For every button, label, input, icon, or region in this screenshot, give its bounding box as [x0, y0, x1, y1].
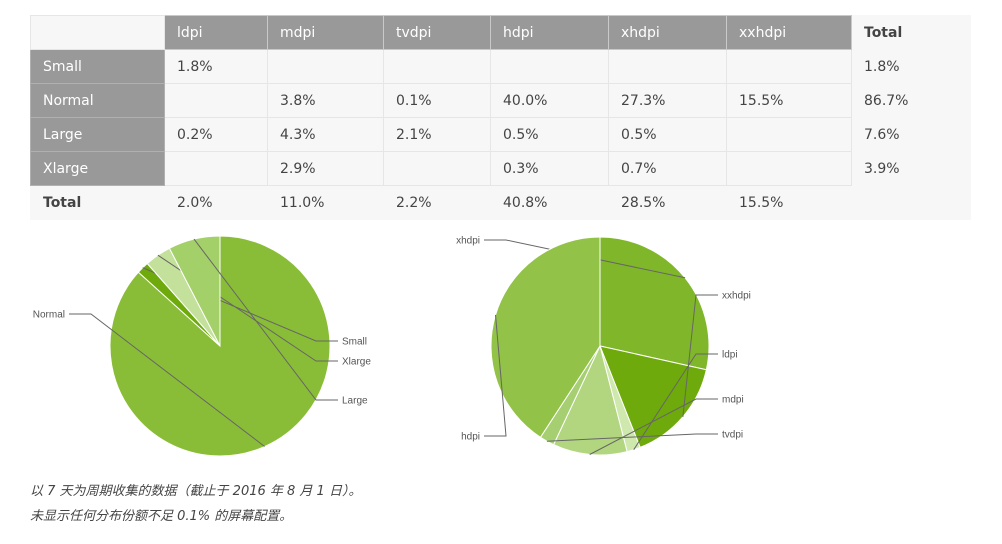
pie-label-xhdpi: xhdpi: [456, 236, 480, 247]
leader-line-mdpi: [589, 398, 718, 455]
table-cell: 15.5%: [726, 83, 852, 118]
total-column-header: Total: [851, 15, 971, 50]
column-header: ldpi: [164, 15, 268, 50]
footer-cell: [851, 185, 971, 220]
table-cell: 0.1%: [383, 83, 491, 118]
pie-label-ldpi: ldpi: [722, 350, 738, 361]
table-row: Xlarge 2.9% 0.3% 0.7% 3.9%: [30, 151, 971, 186]
table-cell: 27.3%: [608, 83, 727, 118]
leader-line-ldpi: [633, 353, 718, 450]
row-header: Normal: [30, 83, 165, 118]
table-cell: [164, 151, 268, 186]
footer-cell: 2.2%: [383, 185, 491, 220]
column-header: xhdpi: [608, 15, 727, 50]
table-cell: 1.8%: [164, 49, 268, 84]
pie-label-mdpi: mdpi: [722, 395, 744, 406]
footer-cell: 40.8%: [490, 185, 609, 220]
pie-label-large: Large: [342, 396, 368, 407]
table-row: Small 1.8% 1.8%: [30, 49, 971, 84]
leader-line-xxhdpi: [682, 294, 718, 417]
footer-cell: 28.5%: [608, 185, 727, 220]
row-header: Small: [30, 49, 165, 84]
omitted-configs-caption: 未显示任何分布份额不足 0.1% 的屏幕配置。: [30, 509, 293, 524]
footer-cell: 2.0%: [164, 185, 268, 220]
column-header: tvdpi: [383, 15, 491, 50]
table-cell: [383, 151, 491, 186]
footer-cell: 11.0%: [267, 185, 384, 220]
row-total-cell: 1.8%: [851, 49, 971, 84]
pie-label-small: Small: [342, 337, 367, 348]
table-cell: 3.8%: [267, 83, 384, 118]
data-collection-caption: 以 7 天为周期收集的数据（截止于 2016 年 8 月 1 日）。: [30, 484, 362, 499]
leader-line-large: [193, 238, 338, 401]
table-cell: [164, 83, 268, 118]
table-cell: [383, 49, 491, 84]
leader-line-tvdpi: [546, 433, 718, 442]
table-cell: [267, 49, 384, 84]
table-cell: [726, 151, 852, 186]
leader-line-hdpi: [484, 314, 507, 437]
table-header-row: ldpi mdpi tvdpi hdpi xhdpi xxhdpi Total: [30, 15, 971, 50]
row-header: Large: [30, 117, 165, 152]
table-cell: [608, 49, 727, 84]
table-cell: 2.9%: [267, 151, 384, 186]
table-cell: 40.0%: [490, 83, 609, 118]
table-cell: [726, 49, 852, 84]
pie-label-xlarge: Xlarge: [342, 357, 371, 368]
table-cell: 4.3%: [267, 117, 384, 152]
leader-line-xhdpi: [484, 239, 686, 279]
row-total-cell: 86.7%: [851, 83, 971, 118]
footer-cell: 15.5%: [726, 185, 852, 220]
table-cell: 2.1%: [383, 117, 491, 152]
table-cell: 0.3%: [490, 151, 609, 186]
column-header: mdpi: [267, 15, 384, 50]
table-cell: 0.5%: [490, 117, 609, 152]
table-cell: 0.2%: [164, 117, 268, 152]
screen-distribution-table: ldpi mdpi tvdpi hdpi xhdpi xxhdpi Total …: [30, 15, 971, 220]
screen-density-pie-chart: xhdpi xxhdpi ldpi mdpi tvdpi hdpi: [456, 236, 751, 456]
table-corner-cell: [30, 15, 165, 50]
table-cell: [726, 117, 852, 152]
table-cell: 0.5%: [608, 117, 727, 152]
pie-label-hdpi: hdpi: [461, 432, 480, 443]
leader-line-normal: [69, 313, 265, 447]
row-total-cell: 3.9%: [851, 151, 971, 186]
pie-label-normal: Normal: [33, 310, 65, 321]
column-header: xxhdpi: [726, 15, 852, 50]
table-cell: 0.7%: [608, 151, 727, 186]
pie-label-xxhdpi: xxhdpi: [722, 291, 751, 302]
column-header: hdpi: [490, 15, 609, 50]
pie-label-tvdpi: tvdpi: [722, 430, 743, 441]
footer-row-header: Total: [30, 185, 165, 220]
row-header: Xlarge: [30, 151, 165, 186]
row-total-cell: 7.6%: [851, 117, 971, 152]
table-row: Normal 3.8% 0.1% 40.0% 27.3% 15.5% 86.7%: [30, 83, 971, 118]
table-row: Large 0.2% 4.3% 2.1% 0.5% 0.5% 7.6%: [30, 117, 971, 152]
table-cell: [490, 49, 609, 84]
table-footer-row: Total 2.0% 11.0% 2.2% 40.8% 28.5% 15.5%: [30, 185, 971, 220]
screen-size-pie-chart: Normal Small Xlarge Large: [33, 235, 371, 457]
